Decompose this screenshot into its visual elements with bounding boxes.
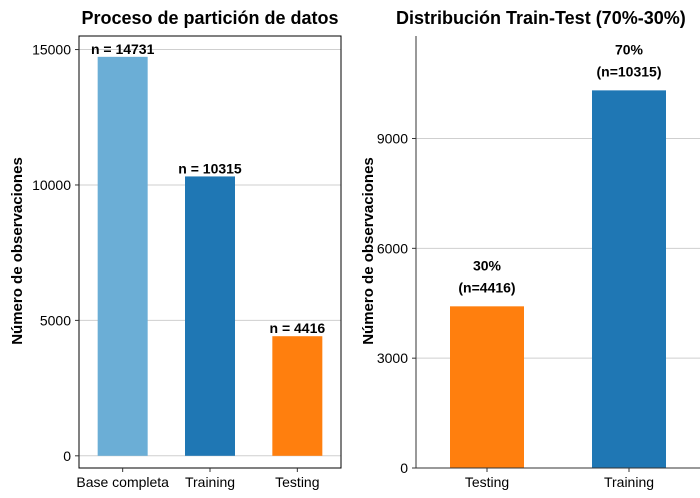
bar bbox=[592, 90, 666, 469]
y-tick-label: 3000 bbox=[377, 350, 408, 366]
data-label: n = 14731 bbox=[91, 41, 155, 57]
x-tick-label: Testing bbox=[465, 474, 509, 490]
bar bbox=[185, 176, 235, 456]
y-axis-label: Número de observaciones bbox=[9, 157, 26, 345]
data-label: n = 4416 bbox=[270, 320, 326, 336]
y-tick-label: 15000 bbox=[32, 42, 71, 58]
data-label: n = 10315 bbox=[178, 160, 242, 176]
data-label: 30% (n=4416) bbox=[458, 257, 515, 295]
data-labels: n = 14731 n = 10315 n = 4416 bbox=[91, 41, 325, 336]
y-ticks: 0 3000 6000 9000 bbox=[377, 131, 416, 476]
y-tick-label: 0 bbox=[63, 448, 71, 464]
y-tick-label: 6000 bbox=[377, 240, 408, 256]
y-tick-label: 0 bbox=[400, 460, 408, 476]
chart-title: Distribución Train-Test (70%-30%) bbox=[396, 8, 686, 28]
y-ticks: 0 5000 10000 15000 bbox=[32, 42, 79, 464]
data-label: 70% (n=10315) bbox=[597, 41, 662, 79]
y-tick-label: 10000 bbox=[32, 177, 71, 193]
data-labels: 30% (n=4416) 70% (n=10315) bbox=[458, 41, 661, 295]
x-tick-label: Testing bbox=[275, 474, 319, 490]
x-ticks: Testing Training bbox=[465, 468, 654, 490]
bars bbox=[450, 90, 666, 469]
x-tick-label: Base completa bbox=[76, 474, 169, 490]
x-tick-label: Training bbox=[185, 474, 235, 490]
y-tick-label: 5000 bbox=[40, 312, 71, 328]
y-tick-label: 9000 bbox=[377, 131, 408, 147]
x-tick-label: Training bbox=[604, 474, 654, 490]
bar bbox=[97, 56, 148, 456]
bars bbox=[97, 56, 323, 456]
chart-title: Proceso de partición de datos bbox=[81, 8, 338, 28]
chart-train-test-split: Distribución Train-Test (70%-30%) Número… bbox=[360, 8, 700, 490]
x-ticks: Base completa Training Testing bbox=[76, 468, 320, 490]
chart-partition-process: Proceso de partición de datos Número de … bbox=[9, 8, 342, 490]
bar bbox=[450, 306, 524, 468]
bar bbox=[272, 336, 323, 456]
y-axis-label: Número de observaciones bbox=[360, 157, 377, 345]
